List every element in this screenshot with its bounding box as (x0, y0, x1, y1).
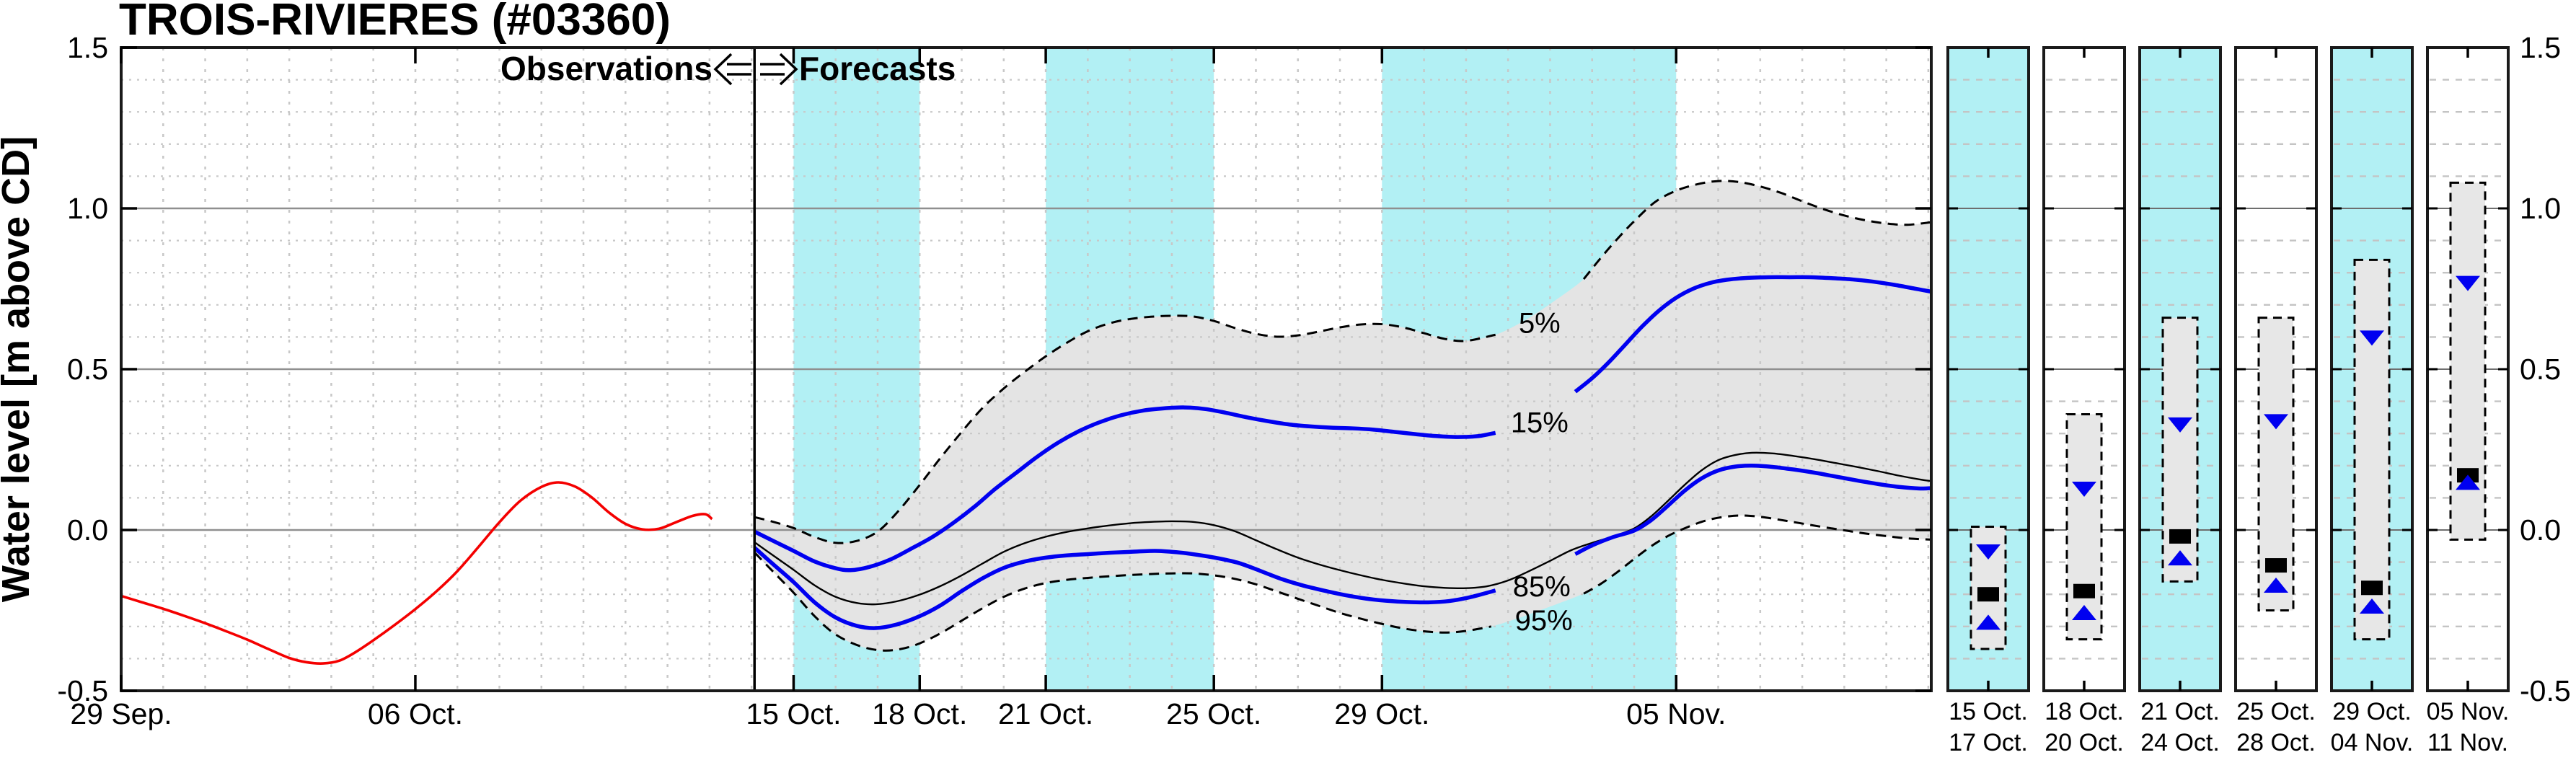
panel-start-date-label: 15 Oct. (1949, 698, 2028, 725)
panel-end-date-label: 17 Oct. (1949, 729, 2028, 756)
uncertainty-envelope (754, 180, 1931, 651)
panel-range-box (2065, 412, 2103, 641)
y-tick-label-right: 0.0 (2520, 513, 2561, 547)
y-tick-label-right: 1.5 (2520, 31, 2561, 64)
x-tick-label: 05 Nov. (1626, 697, 1726, 730)
y-tick-label-right: 1.0 (2520, 192, 2561, 225)
forecast-panel: 15 Oct. 17 Oct. (1946, 46, 2030, 756)
y-tick-label-right: 0.5 (2520, 353, 2561, 386)
y-axis-title: Water level [m above CD] (0, 136, 38, 602)
panel-marker-15pct-triangle-down (2072, 482, 2096, 498)
p95-line (754, 552, 1492, 652)
panel-marker-median-square (2361, 580, 2383, 596)
panel-start-date-label: 21 Oct. (2140, 698, 2220, 725)
panel-marker-85pct-triangle-up (2456, 474, 2480, 490)
panel-end-date-label: 04 Nov. (2331, 729, 2414, 756)
x-tick-label: 29 Sep. (70, 697, 172, 730)
panel-marker-85pct-triangle-up (1976, 614, 2001, 630)
panel-marker-15pct-triangle-down (2168, 417, 2192, 433)
y-tick-label-right: -0.5 (2520, 674, 2571, 707)
axes-layer (120, 46, 1933, 692)
panel-marker-15pct-triangle-down (2360, 330, 2384, 346)
panel-start-date-label: 25 Oct. (2236, 698, 2316, 725)
quantile-label: 15% (1511, 407, 1569, 439)
y-tick-label-left: 1.0 (67, 192, 108, 225)
panel-marker-85pct-triangle-up (2360, 598, 2384, 614)
p85-line (1574, 464, 1932, 556)
uncertainty-band-layer (754, 180, 1931, 651)
panel-marker-median-square (2169, 529, 2191, 544)
p50-line (754, 451, 1932, 606)
y-tick-label-left: 0.0 (67, 513, 108, 547)
panel-range-box (2353, 258, 2391, 641)
x-tick-label: 06 Oct. (368, 697, 463, 730)
panel-start-date-label: 18 Oct. (2045, 698, 2124, 725)
chart-title: TROIS-RIVIERES (#03360) (119, 0, 671, 45)
y-tick-label-left: -0.5 (57, 674, 108, 707)
quantile-label: 5% (1519, 307, 1561, 339)
panel-marker-15pct-triangle-down (2264, 414, 2288, 430)
forecast-panel: 25 Oct. 28 Oct. (2234, 46, 2318, 756)
p05-line (754, 314, 1496, 544)
panel-marker-median-square (2265, 558, 2287, 573)
panel-marker-85pct-triangle-up (2072, 604, 2096, 620)
axis-labels-layer: 29 Sep. 06 Oct. 15 Oct. 18 Oct. 21 Oct. 25 Oc… (57, 31, 2570, 730)
panel-marker-15pct-triangle-down (1976, 544, 2001, 560)
double-arrow-left-icon (713, 53, 751, 86)
x-tick-label: 25 Oct. (1166, 697, 1261, 730)
forecast-panels-layer: 15 Oct. 17 Oct. 18 Oct. 20 Oct. 21 Oct. 24 Oc… (1946, 46, 2510, 756)
observed-line (120, 481, 713, 665)
forecasts-region-label: Forecasts (799, 50, 956, 87)
panel-range-box (2257, 317, 2295, 611)
panel-start-date-label: 05 Nov. (2427, 698, 2510, 725)
y-tick-label-left: 0.5 (67, 353, 108, 386)
panel-marker-median-square (2073, 583, 2095, 598)
x-tick-label: 18 Oct. (872, 697, 967, 730)
panel-end-date-label: 11 Nov. (2427, 729, 2508, 756)
forecast-panel: 29 Oct. 04 Nov. (2330, 46, 2414, 756)
p05-line (1582, 180, 1932, 280)
panel-marker-85pct-triangle-up (2264, 578, 2288, 593)
panel-end-date-label: 28 Oct. (2236, 729, 2316, 756)
series-labels-layer: 5% 15% 85%95% (1511, 307, 1573, 637)
p85-line (753, 546, 1496, 630)
x-tick-label: 15 Oct. (746, 697, 841, 730)
x-tick-label: 21 Oct. (998, 697, 1093, 730)
y-tick-label-left: 1.5 (67, 31, 108, 64)
forecast-panel: 21 Oct. 24 Oct. (2138, 46, 2222, 756)
panel-marker-15pct-triangle-down (2456, 275, 2480, 291)
panel-end-date-label: 24 Oct. (2140, 729, 2220, 756)
panel-start-date-label: 29 Oct. (2332, 698, 2412, 725)
forecast-panel: 05 Nov. 11 Nov. (2426, 46, 2510, 756)
series-layer (120, 180, 1932, 665)
x-tick-label: 29 Oct. (1334, 697, 1429, 730)
p95-line (1583, 514, 1932, 595)
quantile-label: 85% (1513, 571, 1571, 603)
quantile-label: 95% (1515, 605, 1573, 637)
p15-line (1574, 275, 1932, 394)
panel-marker-median-square (1977, 587, 1999, 602)
double-arrow-right-icon (760, 53, 798, 86)
forecast-panel: 18 Oct. 20 Oct. (2042, 46, 2126, 756)
p15-line (754, 405, 1496, 573)
panel-end-date-label: 20 Oct. (2045, 729, 2124, 756)
observations-region-label: Observations (500, 50, 713, 87)
panel-marker-85pct-triangle-up (2168, 550, 2192, 566)
